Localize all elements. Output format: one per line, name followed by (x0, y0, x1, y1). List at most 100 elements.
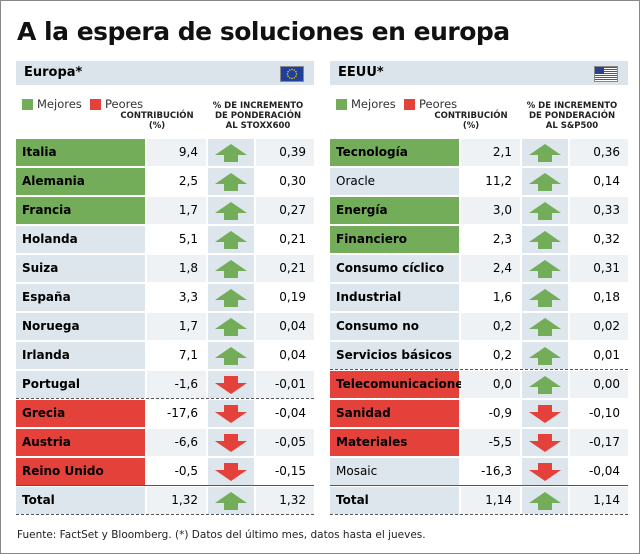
flag (594, 66, 618, 82)
contribution: -5,5 (461, 429, 520, 456)
contribution: 2,5 (147, 168, 206, 195)
increment: 0,33 (570, 197, 628, 224)
row-name: Sanidad (330, 400, 459, 427)
arrow-up (529, 347, 561, 365)
contribution: 1,6 (461, 284, 520, 311)
legend-label: Mejores (351, 97, 396, 111)
arrow-cell (522, 255, 568, 282)
header-line: DE PONDERACIÓN (214, 111, 302, 121)
arrow-cell (208, 487, 254, 514)
contribution: -16,3 (461, 458, 520, 485)
arrow-up (529, 202, 561, 220)
arrow-cell (522, 487, 568, 514)
arrow-cell (522, 429, 568, 456)
increment-header: % DE INCREMENTO DE PONDERACIÓN AL STOXX600 (202, 101, 314, 131)
row-name: Portugal (16, 371, 145, 398)
row-name: Total (16, 487, 145, 514)
row-name: Consumo no cíclico (330, 313, 459, 360)
arrow-cell (208, 168, 254, 195)
row-name: Francia (16, 197, 145, 224)
increment: 0,21 (256, 226, 314, 253)
increment: -0,04 (570, 458, 628, 485)
increment: 0,18 (570, 284, 628, 311)
legend-swatch (90, 99, 101, 110)
row-name: Noruega (16, 313, 145, 340)
panel-header: EEUU* (330, 61, 628, 85)
contribution: 2,3 (461, 226, 520, 253)
header-line: AL S&P500 (545, 121, 599, 131)
arrow-cell (522, 197, 568, 224)
arrow-cell (208, 342, 254, 369)
arrow-cell (208, 458, 254, 485)
panel: Europa* Mejores Peores CONTRIBUCIÓN (%)% DE … (16, 61, 314, 521)
contribution: 9,4 (147, 139, 206, 166)
contribution: 1,32 (147, 487, 206, 514)
arrow-cell (208, 255, 254, 282)
contribution: 1,14 (461, 487, 520, 514)
increment: 0,04 (256, 342, 314, 369)
arrow-up (529, 318, 561, 336)
arrow-up (215, 492, 247, 510)
arrow-up (215, 347, 247, 365)
contribution: 1,7 (147, 197, 206, 224)
contribution: 2,1 (461, 139, 520, 166)
increment: 0,14 (570, 168, 628, 195)
arrow-cell (522, 284, 568, 311)
increment: -0,01 (256, 371, 314, 398)
row-name: Oracle (330, 168, 459, 195)
header-line: DE PONDERACIÓN (528, 111, 616, 121)
contribution: 1,7 (147, 313, 206, 340)
arrow-cell (522, 168, 568, 195)
legend-label: Peores (105, 97, 144, 111)
contribution-header: CONTRIBUCIÓN (%) (112, 111, 202, 131)
row-name: Materiales básicos (330, 429, 459, 476)
arrow-cell (208, 400, 254, 427)
arrow-cell (208, 313, 254, 340)
separator (330, 369, 628, 370)
row-name: Tecnología (330, 139, 459, 166)
panel-title: EEUU* (338, 65, 384, 80)
increment: -0,04 (256, 400, 314, 427)
arrow-down (215, 376, 247, 394)
contribution: 0,2 (461, 342, 520, 369)
increment-header: % DE INCREMENTO DE PONDERACIÓN AL S&P500 (516, 101, 628, 131)
row-name: Reino Unido (16, 458, 145, 485)
panel: EEUU* Mejores Peores CONTRIBUCIÓN (%)% DE IN… (330, 61, 628, 521)
contribution: 0,2 (461, 313, 520, 340)
arrow-down (529, 463, 561, 481)
legend-swatch (22, 99, 33, 110)
arrow-cell (522, 342, 568, 369)
contribution: 2,4 (461, 255, 520, 282)
header-line: AL STOXX600 (225, 121, 291, 131)
arrow-up (215, 202, 247, 220)
row-name: Alemania (16, 168, 145, 195)
increment: 1,14 (570, 487, 628, 514)
arrow-up (215, 318, 247, 336)
flag (280, 66, 304, 82)
panel-header: Europa* (16, 61, 314, 85)
contribution: 11,2 (461, 168, 520, 195)
row-name: Energía (330, 197, 459, 224)
arrow-up (529, 231, 561, 249)
header-line: CONTRIBUCIÓN (434, 111, 508, 121)
increment: 0,04 (256, 313, 314, 340)
arrow-down (215, 463, 247, 481)
row-name: Telecomunicaciones (330, 371, 471, 398)
contribution: -0,9 (461, 400, 520, 427)
separator (16, 485, 314, 486)
increment: 0,21 (256, 255, 314, 282)
increment: 0,02 (570, 313, 628, 340)
arrow-down (215, 434, 247, 452)
contribution: -17,6 (147, 400, 206, 427)
arrow-up (215, 260, 247, 278)
contribution-header: CONTRIBUCIÓN (%) (426, 111, 516, 131)
separator (16, 398, 314, 399)
arrow-up (529, 260, 561, 278)
arrow-up (215, 231, 247, 249)
legend-label: Mejores (37, 97, 82, 111)
arrow-up (529, 144, 561, 162)
arrow-cell (522, 400, 568, 427)
row-name: Servicios básicos (330, 342, 459, 369)
increment: 0,32 (570, 226, 628, 253)
header-line: (%) (462, 121, 480, 131)
